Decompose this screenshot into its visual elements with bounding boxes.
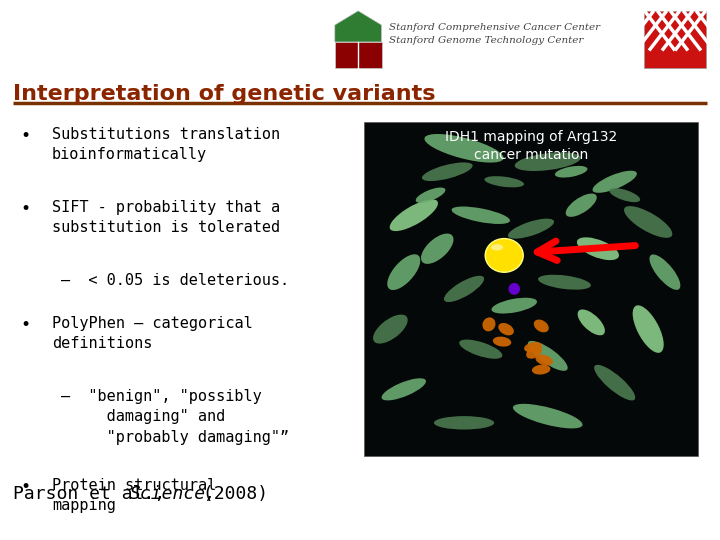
Ellipse shape: [528, 341, 567, 371]
Ellipse shape: [526, 346, 542, 359]
Ellipse shape: [373, 315, 408, 343]
Ellipse shape: [415, 187, 446, 203]
Text: Parson et al.,: Parson et al.,: [13, 485, 176, 503]
Text: •: •: [20, 478, 30, 496]
Polygon shape: [335, 42, 382, 68]
Bar: [364, 122, 698, 456]
Ellipse shape: [387, 254, 420, 290]
Ellipse shape: [485, 176, 524, 187]
Ellipse shape: [425, 134, 503, 163]
Ellipse shape: [382, 379, 426, 400]
Text: IDH1 mapping of Arg132
cancer mutation: IDH1 mapping of Arg132 cancer mutation: [445, 130, 617, 162]
Ellipse shape: [609, 188, 640, 202]
Text: Substitutions translation
bioinformatically: Substitutions translation bioinformatica…: [52, 127, 280, 163]
Ellipse shape: [538, 275, 591, 289]
Text: Science,: Science,: [130, 485, 217, 503]
Text: Protein structural
mapping: Protein structural mapping: [52, 478, 216, 514]
Ellipse shape: [515, 152, 581, 171]
Polygon shape: [335, 11, 382, 42]
Ellipse shape: [593, 171, 637, 193]
Ellipse shape: [649, 254, 680, 290]
Ellipse shape: [491, 244, 503, 251]
Ellipse shape: [492, 298, 537, 314]
Ellipse shape: [577, 309, 605, 335]
Text: Stanford Genome Technology Center: Stanford Genome Technology Center: [389, 36, 583, 45]
Text: Stanford Comprehensive Cancer Center: Stanford Comprehensive Cancer Center: [389, 23, 600, 32]
Ellipse shape: [594, 365, 635, 401]
Text: Interpretation of genetic variants: Interpretation of genetic variants: [13, 84, 436, 104]
Text: –  < 0.05 is deleterious.: – < 0.05 is deleterious.: [61, 273, 289, 288]
Text: •: •: [20, 316, 30, 334]
Ellipse shape: [493, 336, 511, 347]
Ellipse shape: [633, 305, 664, 353]
Text: PolyPhen – categorical
definitions: PolyPhen – categorical definitions: [52, 316, 253, 352]
Ellipse shape: [444, 276, 484, 302]
Text: •: •: [20, 127, 30, 145]
Ellipse shape: [390, 199, 438, 231]
Ellipse shape: [508, 219, 554, 239]
Ellipse shape: [422, 163, 472, 181]
Ellipse shape: [434, 416, 494, 429]
Ellipse shape: [421, 233, 454, 264]
Ellipse shape: [534, 320, 549, 333]
Ellipse shape: [513, 404, 582, 428]
Ellipse shape: [536, 355, 553, 366]
Ellipse shape: [451, 206, 510, 224]
Text: (2008): (2008): [192, 485, 269, 503]
Text: –  "benign", "possibly
     damaging" and
     "probably damaging"”: – "benign", "possibly damaging" and "pro…: [61, 389, 289, 444]
Ellipse shape: [566, 193, 597, 217]
Ellipse shape: [485, 239, 523, 272]
Ellipse shape: [498, 323, 514, 335]
Text: SIFT - probability that a
substitution is tolerated: SIFT - probability that a substitution i…: [52, 200, 280, 235]
Bar: [644, 11, 706, 68]
Ellipse shape: [577, 238, 619, 260]
Ellipse shape: [524, 342, 542, 353]
Text: •: •: [20, 200, 30, 218]
Ellipse shape: [459, 340, 503, 359]
Ellipse shape: [482, 318, 495, 332]
Ellipse shape: [508, 283, 520, 295]
Ellipse shape: [555, 166, 588, 178]
Ellipse shape: [532, 364, 551, 375]
Ellipse shape: [624, 206, 672, 238]
